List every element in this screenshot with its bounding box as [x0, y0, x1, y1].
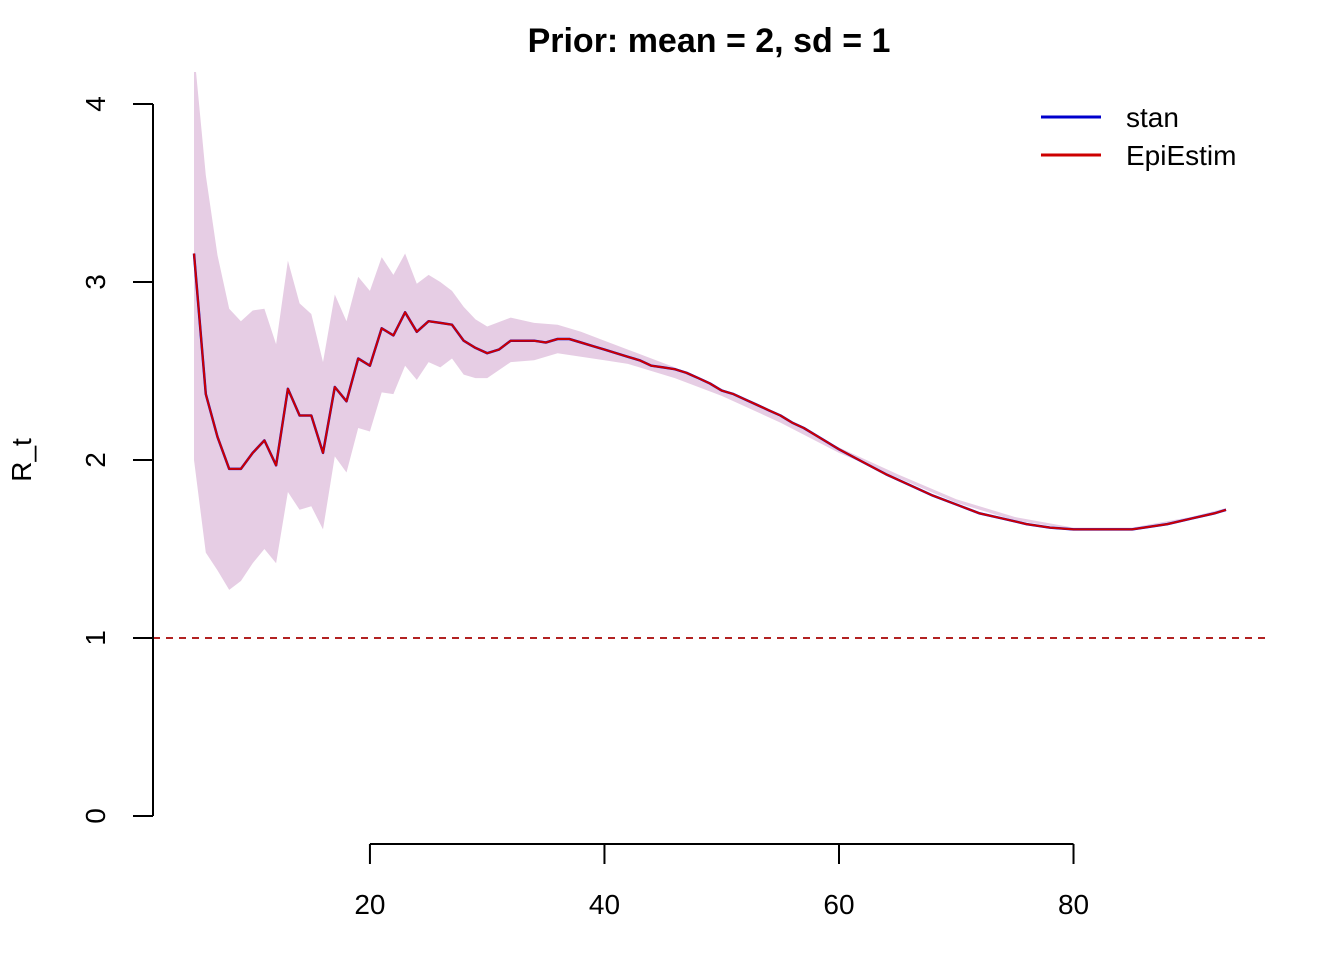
x-tick-label: 60: [823, 889, 854, 920]
chart-title: Prior: mean = 2, sd = 1: [528, 22, 891, 60]
x-tick-label: 80: [1058, 889, 1089, 920]
y-tick-label: 4: [80, 96, 111, 112]
x-axis: 20 40 60 80: [354, 843, 1089, 920]
y-tick-label: 2: [80, 452, 111, 468]
y-axis-label: R_t: [6, 438, 37, 482]
x-tick-label: 40: [589, 889, 620, 920]
y-tick-label: 0: [80, 808, 111, 824]
legend-label-epiestim: EpiEstim: [1126, 140, 1236, 171]
y-tick-label: 1: [80, 630, 111, 646]
series-line-epiestim: [193, 253, 1227, 531]
y-tick-label: 3: [80, 274, 111, 290]
x-tick-label: 20: [354, 889, 385, 920]
plot-area: [153, 72, 1267, 639]
credible-band: [194, 72, 1226, 590]
legend-label-stan: stan: [1126, 102, 1179, 133]
y-axis: 0 1 2 3 4: [80, 96, 154, 824]
legend: stan EpiEstim: [1041, 102, 1236, 171]
